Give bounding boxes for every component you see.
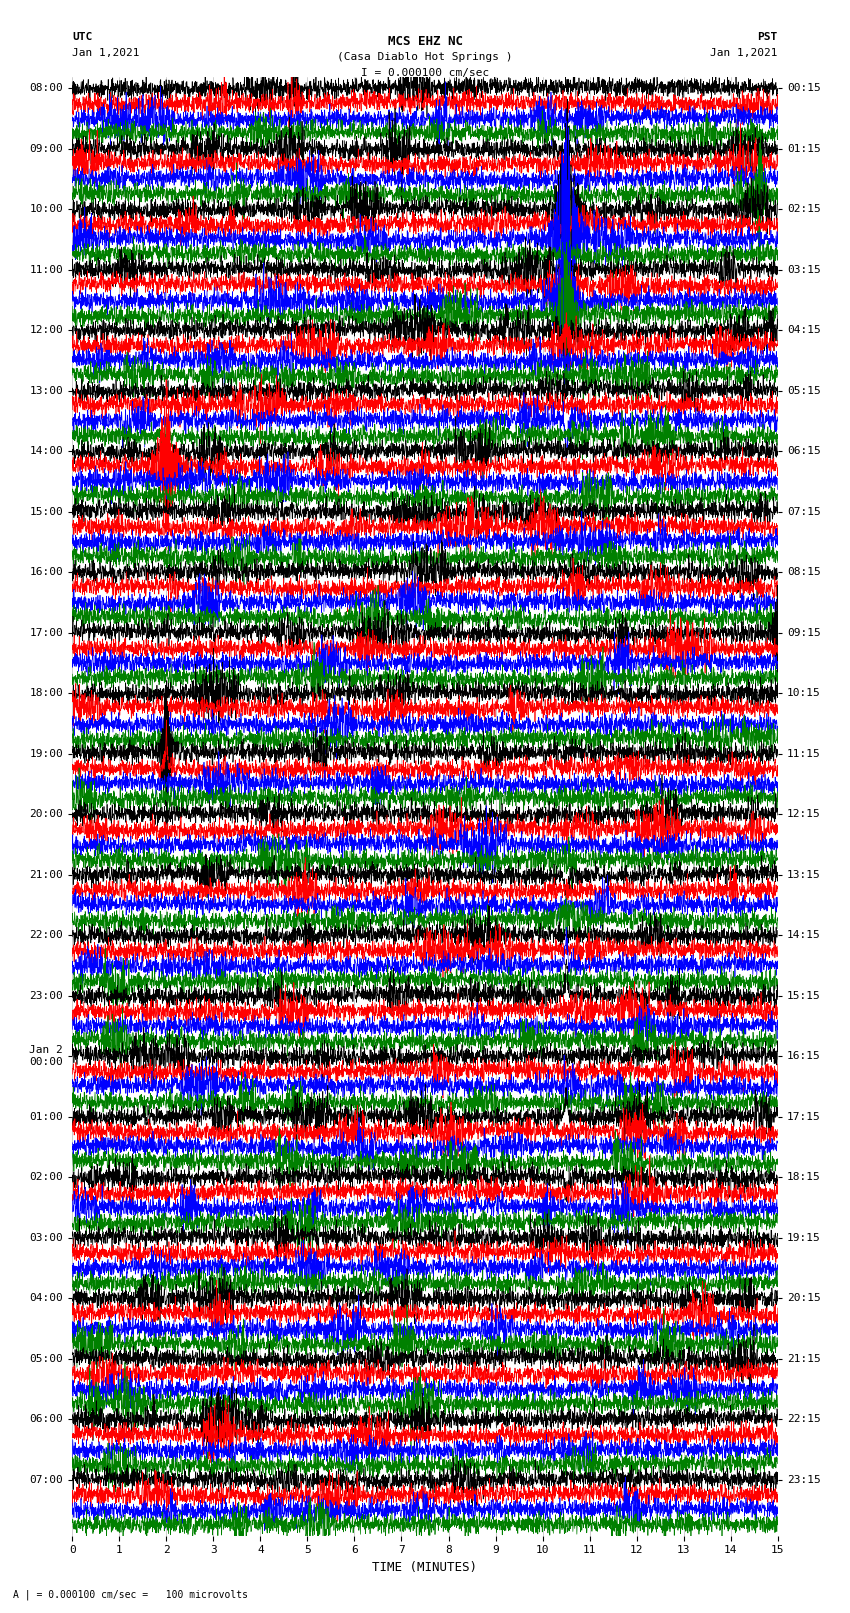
X-axis label: TIME (MINUTES): TIME (MINUTES) [372, 1561, 478, 1574]
Text: Jan 1,2021: Jan 1,2021 [72, 48, 139, 58]
Text: A | = 0.000100 cm/sec =   100 microvolts: A | = 0.000100 cm/sec = 100 microvolts [13, 1589, 247, 1600]
Text: (Casa Diablo Hot Springs ): (Casa Diablo Hot Springs ) [337, 52, 513, 61]
Text: Jan 1,2021: Jan 1,2021 [711, 48, 778, 58]
Text: PST: PST [757, 32, 778, 42]
Text: I = 0.000100 cm/sec: I = 0.000100 cm/sec [361, 68, 489, 77]
Text: UTC: UTC [72, 32, 93, 42]
Text: MCS EHZ NC: MCS EHZ NC [388, 35, 462, 48]
